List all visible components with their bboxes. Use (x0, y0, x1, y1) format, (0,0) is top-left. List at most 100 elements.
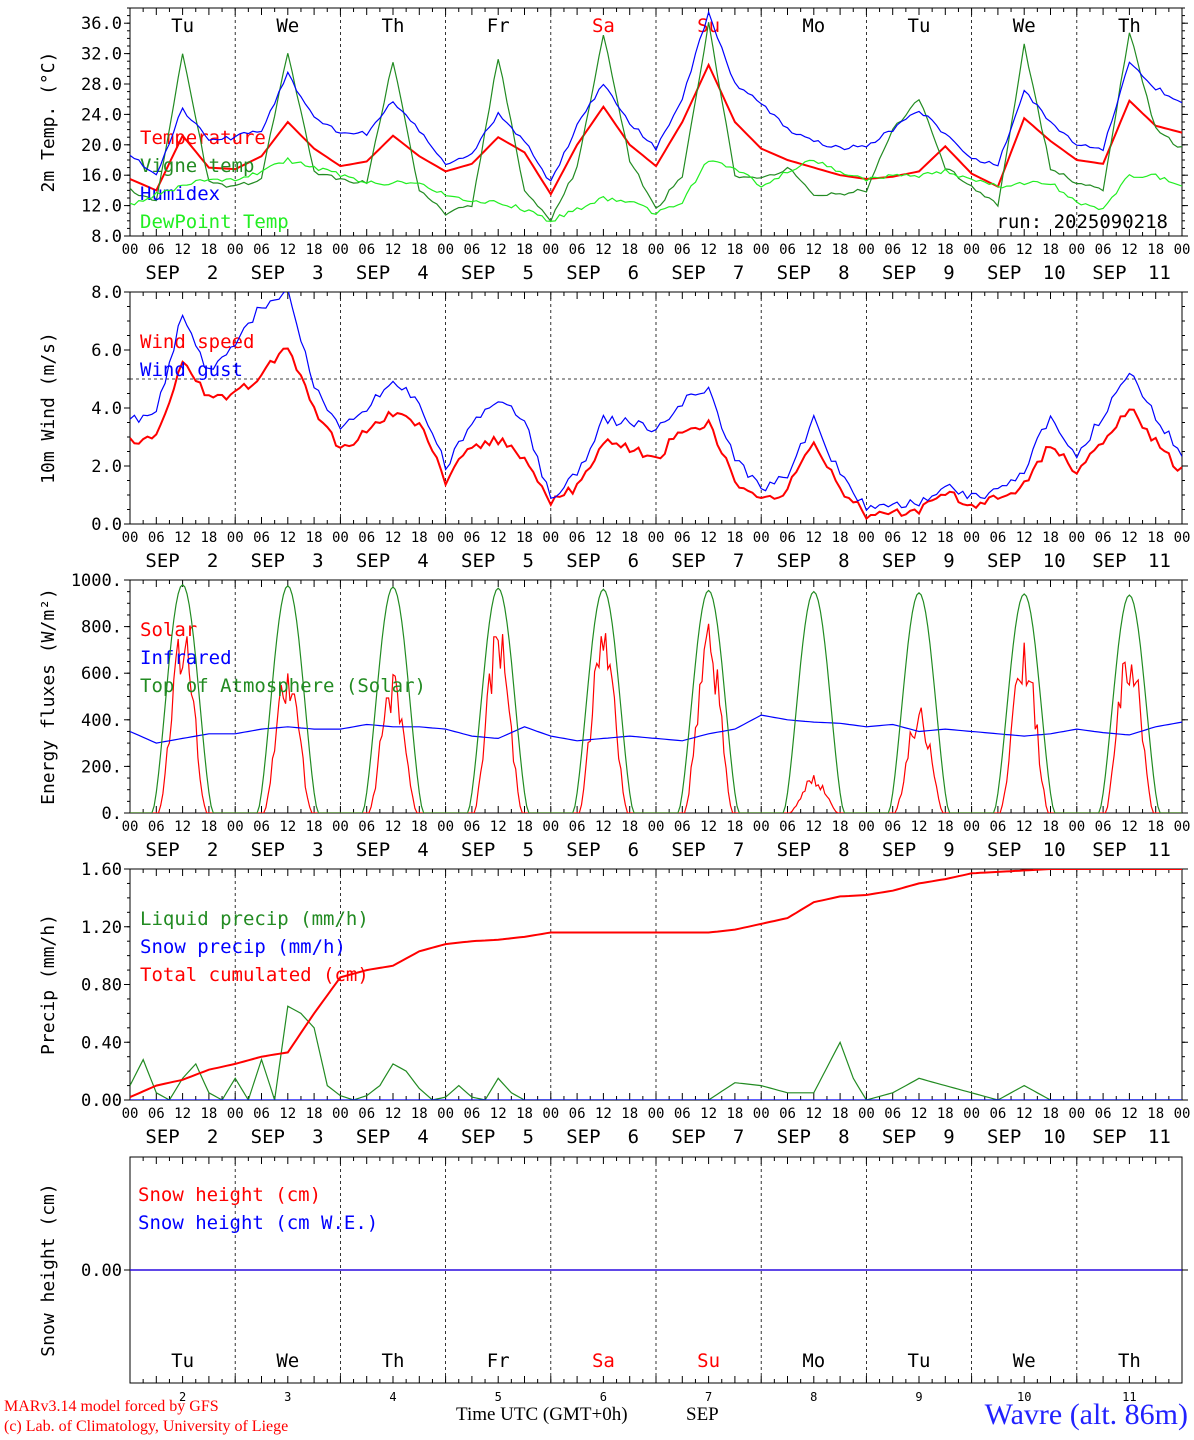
lab-credit: (c) Lab. of Climatology, University of L… (4, 1418, 289, 1435)
x-hour-label: 12 (595, 1106, 612, 1122)
x-hour-label: 06 (463, 242, 480, 258)
energy-series-infrared (130, 714, 1182, 744)
x-hour-label: 06 (569, 1106, 586, 1122)
x-month-label: SEP (1092, 1126, 1126, 1148)
x-month-label: SEP (987, 262, 1021, 284)
day-number-label: 11 (1122, 1390, 1136, 1404)
x-hour-label: 06 (253, 242, 270, 258)
x-hour-label: 06 (148, 530, 165, 546)
x-month-label: SEP (461, 262, 495, 284)
y-tick-label: 8.0 (91, 227, 122, 247)
legend-entry: DewPoint Temp (140, 211, 289, 233)
x-hour-label: 00 (858, 242, 875, 258)
station-title: Wavre (alt. 86m) (984, 1398, 1188, 1431)
x-hour-label: 00 (963, 1106, 980, 1122)
day-number-label: 3 (284, 1390, 291, 1404)
weekday-label: Sa (592, 15, 615, 37)
legend-entry: Liquid precip (mm/h) (140, 908, 369, 930)
x-month-label: SEP (1092, 262, 1126, 284)
x-hour-label: 12 (700, 530, 717, 546)
x-hour-label: 12 (1121, 530, 1138, 546)
x-hour-label: 00 (332, 819, 349, 835)
x-hour-label: 12 (174, 530, 191, 546)
x-day-label: 10 (1043, 1126, 1066, 1148)
x-hour-label: 00 (227, 530, 244, 546)
x-hour-label: 18 (726, 242, 743, 258)
x-day-label: 2 (207, 1126, 218, 1148)
x-hour-label: 00 (1068, 530, 1085, 546)
x-hour-label: 06 (463, 1106, 480, 1122)
x-hour-label: 06 (674, 530, 691, 546)
x-day-label: 4 (417, 262, 428, 284)
x-hour-label: 18 (937, 819, 954, 835)
weekday-label: Fr (487, 1350, 510, 1372)
x-hour-label: 12 (805, 530, 822, 546)
x-hour-label: 18 (516, 1106, 533, 1122)
temperature-series-vigne-temp (130, 22, 1182, 223)
x-hour-label: 00 (122, 819, 139, 835)
y-tick-label: 0.80 (81, 976, 122, 996)
x-month-label: SEP (356, 839, 390, 861)
x-hour-label: 06 (569, 530, 586, 546)
x-hour-label: 00 (648, 1106, 665, 1122)
x-hour-label: 00 (753, 530, 770, 546)
precip-series-total-cumulated-cm- (130, 869, 1182, 1099)
y-tick-label: 20.0 (81, 136, 122, 156)
x-hour-label: 00 (1174, 242, 1191, 258)
x-hour-label: 00 (332, 1106, 349, 1122)
weekday-label: Th (1118, 15, 1141, 37)
x-hour-label: 18 (306, 819, 323, 835)
x-hour-label: 00 (648, 242, 665, 258)
x-day-label: 9 (943, 839, 954, 861)
x-hour-label: 00 (858, 530, 875, 546)
snow-panel: 0.00 Snow height (cm) Tu 2 We 3 Th 4 Fr 5 Sa 6 Su 7 Mo… (38, 1156, 1188, 1404)
y-tick-label: 0.00 (81, 1091, 122, 1111)
x-day-label: 6 (628, 262, 639, 284)
x-hour-label: 18 (306, 1106, 323, 1122)
x-hour-label: 12 (911, 1106, 928, 1122)
x-hour-label: 00 (1068, 1106, 1085, 1122)
wind-series-wind-speed (130, 347, 1182, 521)
x-hour-label: 12 (279, 819, 296, 835)
x-hour-label: 12 (805, 819, 822, 835)
x-hour-label: 18 (832, 242, 849, 258)
y-tick-label: 0.0 (91, 515, 122, 535)
x-hour-label: 18 (200, 242, 217, 258)
x-month-label: SEP (671, 262, 705, 284)
precip-ylabel: Precip (mm/h) (38, 914, 59, 1055)
x-day-label: 7 (733, 1126, 744, 1148)
x-hour-label: 00 (753, 1106, 770, 1122)
x-month-label: SEP (566, 839, 600, 861)
day-number-label: 2 (179, 1390, 186, 1404)
x-hour-label: 00 (332, 242, 349, 258)
y-tick-label: 24.0 (81, 105, 122, 125)
x-hour-label: 00 (227, 242, 244, 258)
day-number-label: 6 (600, 1390, 607, 1404)
x-month-label: SEP (777, 262, 811, 284)
energy-series-top-of-atmosphere-solar- (130, 583, 1182, 813)
x-month-label: SEP (145, 262, 179, 284)
weekday-label: Sa (592, 1350, 615, 1372)
x-hour-label: 18 (832, 819, 849, 835)
legend-entry: Solar (140, 619, 197, 641)
x-hour-label: 18 (200, 530, 217, 546)
x-day-label: 3 (312, 550, 323, 572)
x-hour-label: 12 (805, 242, 822, 258)
x-hour-label: 12 (279, 530, 296, 546)
x-hour-label: 18 (1147, 242, 1164, 258)
x-month-label: SEP (671, 550, 705, 572)
x-hour-label: 06 (884, 1106, 901, 1122)
day-number-label: 5 (495, 1390, 502, 1404)
x-hour-label: 18 (726, 1106, 743, 1122)
x-hour-label: 06 (148, 819, 165, 835)
x-hour-label: 12 (700, 819, 717, 835)
x-hour-label: 00 (542, 530, 559, 546)
x-hour-label: 06 (358, 530, 375, 546)
x-hour-label: 12 (490, 1106, 507, 1122)
x-hour-label: 18 (306, 242, 323, 258)
day-number-label: 7 (705, 1390, 712, 1404)
legend-entry: Temperature (140, 127, 266, 149)
temperature-panel: 8.0 12.0 16.0 20.0 24.0 28.0 32.0 36.0 2m Temp. … (38, 7, 1191, 284)
x-hour-label: 06 (989, 242, 1006, 258)
